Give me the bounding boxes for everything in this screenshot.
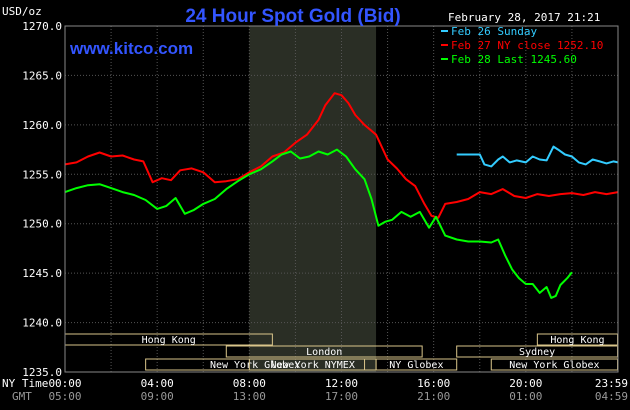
y-tick-label: 1240.0: [22, 317, 62, 330]
legend: Feb 26 Sunday Feb 27 NY close 1252.10 Fe…: [441, 25, 603, 66]
x-tick-label-ny: 04:00: [141, 377, 174, 390]
x-axis-ticks: 00:00 04:00 08:00 12:00 16:00 20:00 23:59 05:00…: [48, 377, 628, 403]
market-session-label: New York NYMEX: [271, 360, 355, 371]
y-axis-ticks: 1235.0 1240.0 1245.0 1250.0 1255.0 1260.0 1265…: [22, 20, 62, 379]
market-session-label: New York Globex: [509, 360, 599, 371]
x-tick-label-gmt: 01:00: [509, 390, 542, 403]
market-session-label: Hong Kong: [550, 335, 604, 346]
x-tick-label-gmt: 21:00: [417, 390, 450, 403]
x-tick-label-ny: 20:00: [509, 377, 542, 390]
site-watermark: www.kitco.com: [69, 39, 193, 58]
y-axis-unit: USD/oz: [2, 5, 42, 18]
plot-frame: [64, 25, 619, 373]
series-line-0: [456, 145, 619, 168]
y-tick-label: 1235.0: [22, 366, 62, 379]
market-session-label: NY Globex: [389, 360, 443, 371]
market-session-box: [375, 358, 458, 371]
gmt-label: GMT: [12, 390, 32, 403]
x-tick-label-ny: 08:00: [233, 377, 266, 390]
series-line-2: [64, 148, 573, 299]
x-tick-label-gmt: 13:00: [233, 390, 266, 403]
series-line-1: [64, 92, 619, 219]
x-tick-label-gmt: 04:59: [595, 390, 628, 403]
market-session-label: Hong Kong: [142, 335, 196, 346]
market-session-label: London: [306, 347, 342, 358]
market-session-label: Sydney: [519, 347, 555, 358]
x-tick-label-gmt: 17:00: [325, 390, 358, 403]
y-tick-label: 1260.0: [22, 119, 62, 132]
legend-label-feb26: Feb 26 Sunday: [451, 25, 537, 38]
y-tick-label: 1245.0: [22, 267, 62, 280]
x-tick-label-gmt: 09:00: [141, 390, 174, 403]
x-tick-label-ny: 12:00: [325, 377, 358, 390]
y-tick-label: 1265.0: [22, 69, 62, 82]
x-tick-label-ny: 00:00: [48, 377, 81, 390]
x-tick-label-gmt: 05:00: [48, 390, 81, 403]
y-tick-label: 1255.0: [22, 168, 62, 181]
legend-label-feb28: Feb 28 Last 1245.60: [451, 53, 577, 66]
chart-timestamp: February 28, 2017 21:21: [448, 11, 600, 24]
ny-session-shade: [249, 26, 377, 372]
x-tick-label-ny: 16:00: [417, 377, 450, 390]
ny-time-label: NY Time: [2, 377, 48, 390]
y-tick-label: 1270.0: [22, 20, 62, 33]
y-tick-label: 1250.0: [22, 218, 62, 231]
chart-title: 24 Hour Spot Gold (Bid): [185, 6, 400, 27]
legend-label-feb27: Feb 27 NY close 1252.10: [451, 39, 603, 52]
market-session-box: [225, 345, 423, 358]
market-session-label: New York Globex: [210, 360, 300, 371]
x-tick-label-ny: 23:59: [595, 377, 628, 390]
price-series: [64, 92, 619, 299]
